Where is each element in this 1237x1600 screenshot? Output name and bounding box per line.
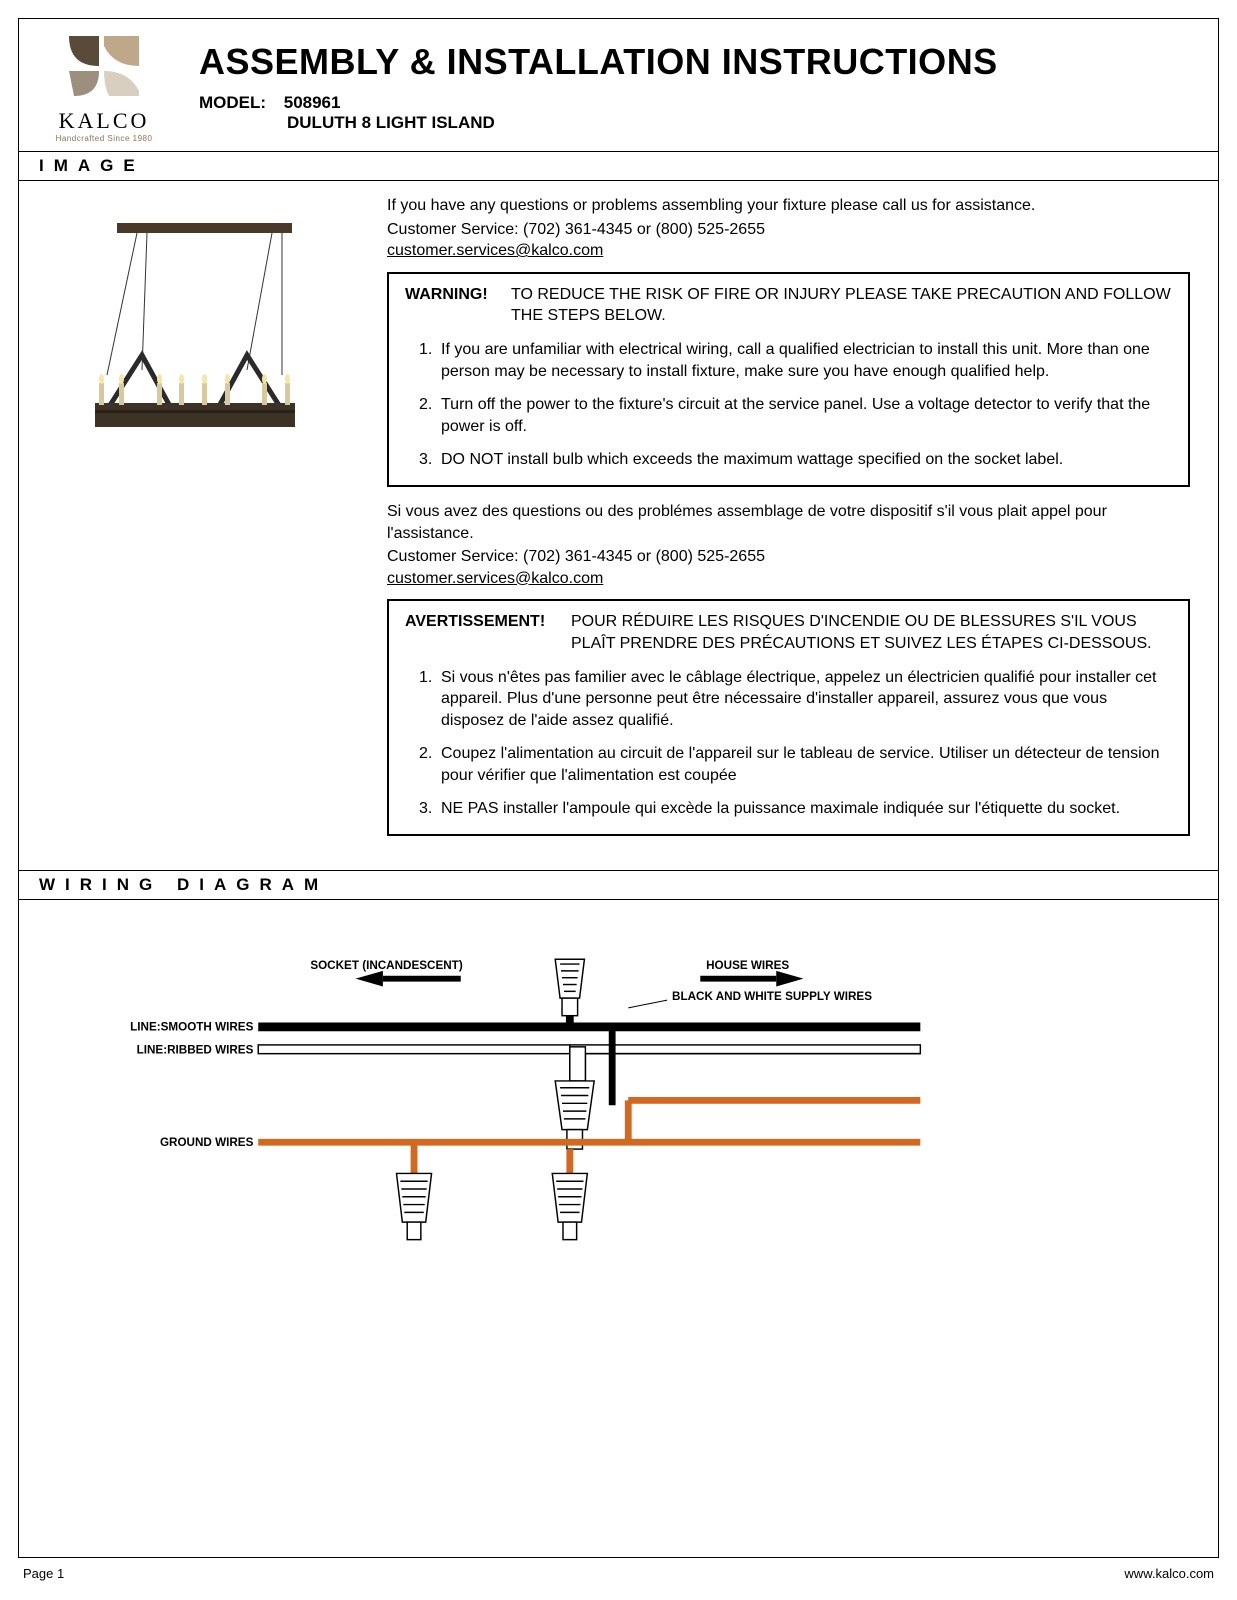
customer-service-fr: Customer Service: (702) 361-4345 or (800… bbox=[387, 546, 1190, 568]
en-step-3: DO NOT install bulb which exceeds the ma… bbox=[439, 449, 1172, 471]
warning-steps-fr: 1.Si vous n'êtes pas familier avec le câ… bbox=[405, 667, 1172, 821]
model-line: MODEL: 508961 bbox=[199, 93, 1198, 113]
email-en: customer.services@kalco.com bbox=[387, 242, 603, 259]
model-label: MODEL: bbox=[199, 93, 279, 113]
section-heading-wiring: WIRING DIAGRAM bbox=[19, 870, 1218, 900]
logo-block: KALCO Handcrafted Since 1980 bbox=[39, 31, 169, 143]
document-title: ASSEMBLY & INSTALLATION INSTRUCTIONS bbox=[199, 41, 1198, 83]
email-fr: customer.services@kalco.com bbox=[387, 570, 603, 587]
warning-text-en: TO REDUCE THE RISK OF FIRE OR INJURY PLE… bbox=[505, 284, 1172, 327]
wiring-diagram: SOCKET (INCANDESCENT) HOUSE WIRES bbox=[59, 930, 1178, 1300]
header-text-block: ASSEMBLY & INSTALLATION INSTRUCTIONS MOD… bbox=[169, 31, 1198, 133]
product-image-column bbox=[47, 195, 377, 850]
product-illustration bbox=[47, 205, 327, 465]
wire-connector-icon bbox=[552, 1173, 587, 1239]
wire-connector-icon bbox=[555, 1081, 594, 1149]
warning-label-fr: AVERTISSEMENT! bbox=[405, 611, 565, 654]
label-smooth: LINE:SMOOTH WIRES bbox=[130, 1020, 253, 1033]
label-black-white: BLACK AND WHITE SUPPLY WIRES bbox=[672, 990, 872, 1003]
wire-connector-icon bbox=[555, 959, 584, 1015]
logo-tagline: Handcrafted Since 1980 bbox=[39, 134, 169, 143]
document-header: KALCO Handcrafted Since 1980 ASSEMBLY & … bbox=[19, 19, 1218, 151]
fr-step-1: Si vous n'êtes pas familier avec le câbl… bbox=[439, 667, 1172, 732]
warning-text-fr: POUR RÉDUIRE LES RISQUES D'INCENDIE OU D… bbox=[565, 611, 1172, 654]
page-number: Page 1 bbox=[23, 1566, 64, 1581]
warning-box-french: AVERTISSEMENT! POUR RÉDUIRE LES RISQUES … bbox=[387, 599, 1190, 836]
page-container: KALCO Handcrafted Since 1980 ASSEMBLY & … bbox=[18, 18, 1219, 1558]
en-step-1: If you are unfamiliar with electrical wi… bbox=[439, 339, 1172, 382]
fr-step-2: Coupez l'alimentation au circuit de l'ap… bbox=[439, 743, 1172, 786]
label-ground: GROUND WIRES bbox=[160, 1136, 254, 1149]
en-step-2: Turn off the power to the fixture's circ… bbox=[439, 394, 1172, 437]
kalco-logo-icon bbox=[59, 31, 149, 101]
image-section: If you have any questions or problems as… bbox=[19, 181, 1218, 870]
warning-label-en: WARNING! bbox=[405, 284, 505, 327]
wire-connector-icon bbox=[397, 1173, 432, 1239]
footer-url: www.kalco.com bbox=[1124, 1566, 1214, 1581]
warning-box-english: WARNING! TO REDUCE THE RISK OF FIRE OR I… bbox=[387, 272, 1190, 487]
page-footer: Page 1 www.kalco.com bbox=[19, 1566, 1218, 1581]
warning-steps-en: 1.If you are unfamiliar with electrical … bbox=[405, 339, 1172, 471]
wiring-section: SOCKET (INCANDESCENT) HOUSE WIRES bbox=[19, 900, 1218, 1330]
intro-french: Si vous avez des questions ou des problé… bbox=[387, 501, 1190, 544]
intro-english: If you have any questions or problems as… bbox=[387, 195, 1190, 217]
logo-brand-text: KALCO bbox=[39, 108, 169, 134]
model-name: DULUTH 8 LIGHT ISLAND bbox=[287, 113, 1198, 133]
label-ribbed: LINE:RIBBED WIRES bbox=[137, 1044, 254, 1057]
section-heading-image: IMAGE bbox=[19, 151, 1218, 181]
model-number: 508961 bbox=[284, 93, 341, 112]
customer-service-en: Customer Service: (702) 361-4345 or (800… bbox=[387, 219, 1190, 241]
fr-step-3: NE PAS installer l'ampoule qui excède la… bbox=[439, 798, 1172, 820]
label-house: HOUSE WIRES bbox=[706, 959, 789, 972]
info-column: If you have any questions or problems as… bbox=[377, 195, 1190, 850]
label-socket: SOCKET (INCANDESCENT) bbox=[310, 959, 462, 972]
